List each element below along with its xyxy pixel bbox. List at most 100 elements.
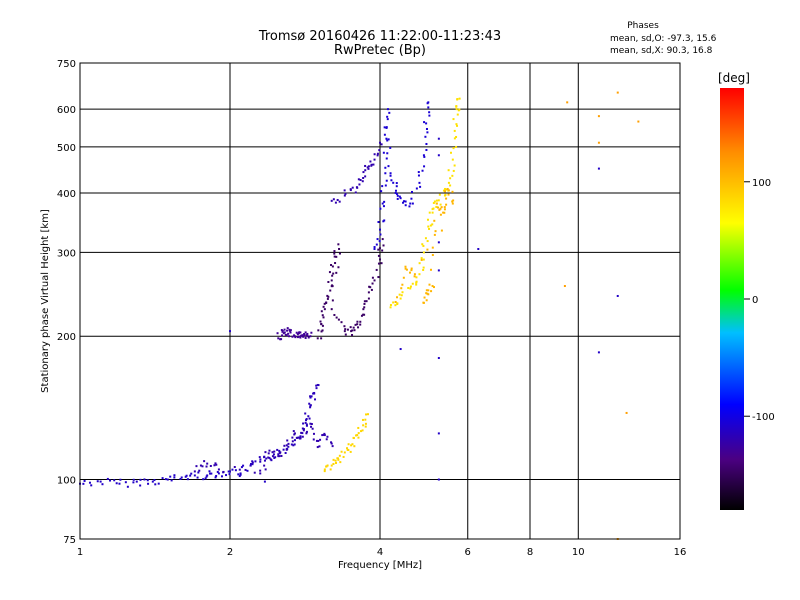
- data-point: [308, 402, 311, 405]
- data-point: [367, 297, 370, 300]
- data-point: [169, 475, 172, 478]
- data-point: [389, 306, 392, 309]
- data-point: [323, 302, 326, 305]
- data-point: [325, 438, 328, 441]
- data-point: [304, 331, 307, 334]
- data-point: [371, 276, 374, 279]
- data-point: [124, 481, 127, 484]
- data-point: [331, 299, 334, 302]
- data-point: [418, 181, 421, 184]
- data-point: [359, 320, 362, 323]
- data-point: [312, 432, 315, 435]
- data-point: [337, 457, 340, 460]
- data-point: [366, 413, 369, 416]
- data-point: [404, 204, 407, 207]
- data-point: [251, 463, 254, 466]
- data-point: [404, 265, 407, 268]
- data-point: [240, 466, 243, 469]
- x-tick-label: 4: [377, 547, 383, 558]
- data-point: [349, 450, 352, 453]
- data-point: [323, 308, 326, 311]
- data-point: [442, 211, 445, 214]
- data-point: [437, 357, 440, 360]
- data-point: [403, 200, 406, 203]
- data-point: [217, 468, 220, 471]
- data-point: [337, 266, 340, 269]
- data-point: [279, 451, 282, 454]
- data-point: [449, 184, 452, 187]
- data-point: [296, 336, 299, 339]
- data-point: [377, 262, 380, 265]
- data-point: [99, 480, 102, 483]
- colorbar: [720, 88, 744, 510]
- data-point: [439, 213, 442, 216]
- data-point: [435, 202, 438, 205]
- data-point: [438, 193, 441, 196]
- data-point: [331, 265, 334, 268]
- data-point: [310, 423, 313, 426]
- x-tick-label: 6: [465, 547, 471, 558]
- data-point: [381, 238, 384, 241]
- data-point: [453, 129, 456, 132]
- data-point: [281, 330, 284, 333]
- data-point: [442, 189, 445, 192]
- x-tick-label: 10: [572, 547, 585, 558]
- data-point: [380, 190, 383, 193]
- data-point: [447, 189, 450, 192]
- data-point: [433, 219, 436, 222]
- data-point: [396, 197, 399, 200]
- data-point: [385, 157, 388, 160]
- data-point: [420, 258, 423, 261]
- data-point: [322, 433, 325, 436]
- data-point: [422, 251, 425, 254]
- data-point: [351, 329, 354, 332]
- data-point: [312, 438, 315, 441]
- data-point: [350, 444, 353, 447]
- data-point: [380, 143, 383, 146]
- data-point: [244, 468, 247, 471]
- data-point: [283, 331, 286, 334]
- data-point: [367, 165, 370, 168]
- data-point: [431, 223, 434, 226]
- data-point: [369, 160, 372, 163]
- data-point: [281, 334, 284, 337]
- data-point: [251, 460, 254, 463]
- data-point: [422, 266, 425, 269]
- data-point: [305, 432, 308, 435]
- data-point: [265, 457, 268, 460]
- data-point: [330, 442, 333, 445]
- data-point: [458, 108, 461, 111]
- data-point: [293, 439, 296, 442]
- data-point: [452, 199, 455, 202]
- data-point: [338, 454, 341, 457]
- data-point: [364, 418, 367, 421]
- data-point: [237, 473, 240, 476]
- data-point: [367, 291, 370, 294]
- data-point: [425, 122, 428, 125]
- data-point: [400, 287, 403, 290]
- plot-frame: [79, 62, 681, 540]
- data-point: [381, 249, 384, 252]
- data-point: [427, 289, 430, 292]
- data-point: [304, 337, 307, 340]
- data-point: [320, 323, 323, 326]
- data-point: [336, 198, 339, 201]
- data-point: [327, 280, 330, 283]
- data-point: [445, 203, 448, 206]
- data-point: [376, 238, 379, 241]
- data-point: [88, 481, 91, 484]
- data-point: [334, 201, 337, 204]
- data-point: [368, 285, 371, 288]
- data-point: [383, 126, 386, 129]
- data-point: [333, 313, 336, 316]
- data-point: [361, 429, 364, 432]
- data-point: [303, 332, 306, 335]
- data-point: [321, 324, 324, 327]
- data-point: [321, 314, 324, 317]
- data-point: [456, 124, 459, 127]
- data-point: [277, 453, 280, 456]
- data-point: [349, 326, 352, 329]
- data-point: [276, 448, 279, 451]
- data-point: [334, 262, 337, 265]
- data-point: [432, 207, 435, 210]
